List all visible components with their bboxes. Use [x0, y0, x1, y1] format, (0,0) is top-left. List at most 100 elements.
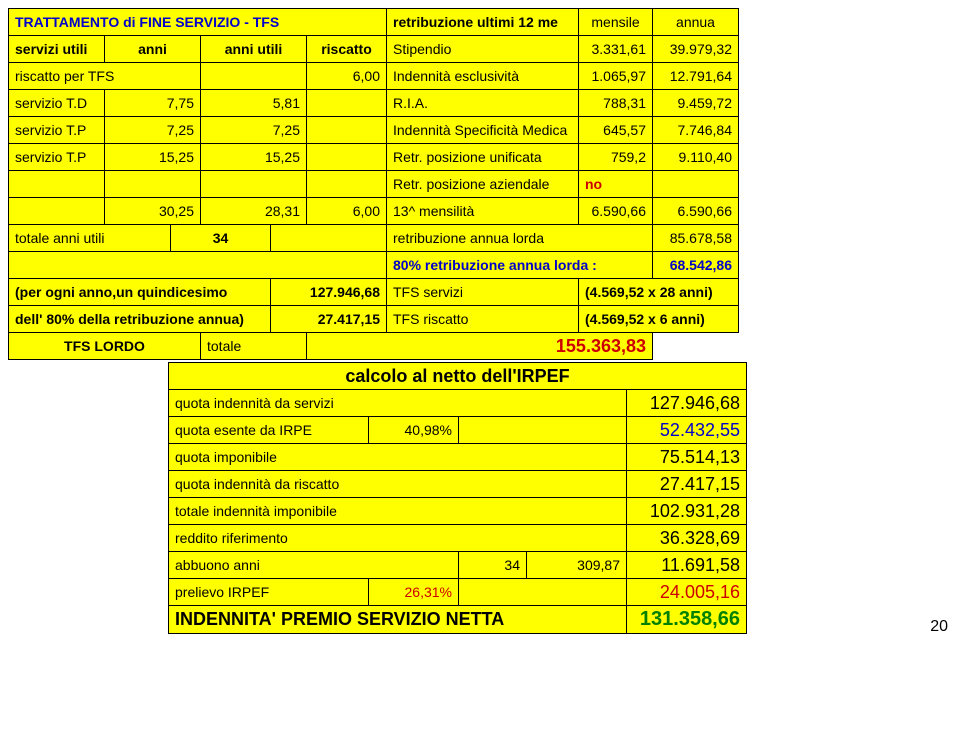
empty: [271, 225, 387, 252]
per-ogni: (per ogni anno,un quindicesimo: [9, 279, 271, 306]
ria-m: 788,31: [579, 90, 653, 117]
empty: [201, 171, 307, 198]
abbuono-v: 11.691,58: [627, 552, 747, 579]
ism-label: Indennità Specificità Medica: [387, 117, 579, 144]
tot-risc: 6,00: [307, 198, 387, 225]
ria-a: 9.459,72: [653, 90, 739, 117]
empty: [9, 252, 387, 279]
page-number: 20: [930, 618, 948, 636]
stipendio-label: Stipendio: [387, 36, 579, 63]
tfs-lordo-val: 155.363,83: [307, 333, 653, 360]
empty: [307, 171, 387, 198]
prelievo-pct: 26,31%: [369, 579, 459, 606]
col-anni-utili: anni utili: [201, 36, 307, 63]
ral80-v: 68.542,86: [653, 252, 739, 279]
servizio-p2-util: 15,25: [201, 144, 307, 171]
tot-imp-v: 102.931,28: [627, 498, 747, 525]
q-imp-v: 75.514,13: [627, 444, 747, 471]
rpu-label: Retr. posizione unificata: [387, 144, 579, 171]
ria-label: R.I.A.: [387, 90, 579, 117]
title: TRATTAMENTO di FINE SERVIZIO - TFS: [9, 9, 387, 36]
tfs-serv-note: (4.569,52 x 28 anni): [579, 279, 739, 306]
tot-util: 28,31: [201, 198, 307, 225]
servizio-p1-anni: 7,25: [105, 117, 201, 144]
tfs-risc-note: (4.569,52 x 6 anni): [579, 306, 739, 333]
tfs-serv-label: TFS servizi: [387, 279, 579, 306]
ral-label: retribuzione annua lorda: [387, 225, 653, 252]
empty: [653, 171, 739, 198]
empty: [9, 198, 105, 225]
riscatto-val: 6,00: [307, 63, 387, 90]
m13-a: 6.590,66: [653, 198, 739, 225]
mens13-label: 13^ mensilità: [387, 198, 579, 225]
tot-anni-utili-val: 34: [171, 225, 271, 252]
tfs-risc-label: TFS riscatto: [387, 306, 579, 333]
q-serv: quota indennità da servizi: [169, 390, 627, 417]
dell80: dell' 80% della retribuzione annua): [9, 306, 271, 333]
ral-v: 85.678,58: [653, 225, 739, 252]
tot-anni-utili-label: totale anni utili: [9, 225, 171, 252]
spreadsheet: TRATTAMENTO di FINE SERVIZIO - TFS retri…: [8, 8, 952, 634]
col-riscatto: riscatto: [307, 36, 387, 63]
upper-table: TRATTAMENTO di FINE SERVIZIO - TFS retri…: [8, 8, 739, 360]
empty: [653, 333, 739, 360]
tfs-lordo: TFS LORDO: [9, 333, 201, 360]
servizio-p2: servizio T.P: [9, 144, 105, 171]
empty: [105, 171, 201, 198]
servizio-p2-anni: 15,25: [105, 144, 201, 171]
retrib-header: retribuzione ultimi 12 me: [387, 9, 579, 36]
irpef-title: calcolo al netto dell'IRPEF: [169, 363, 747, 390]
dell80-val: 27.417,15: [271, 306, 387, 333]
tot-imp: totale indennità imponibile: [169, 498, 627, 525]
col-anni: anni: [105, 36, 201, 63]
reddito: reddito riferimento: [169, 525, 627, 552]
col-servizi: servizi utili: [9, 36, 105, 63]
stipendio-a: 39.979,32: [653, 36, 739, 63]
empty: [307, 90, 387, 117]
empty: [307, 117, 387, 144]
servizio-p1: servizio T.P: [9, 117, 105, 144]
ie-a: 12.791,64: [653, 63, 739, 90]
netta-v: 131.358,66: [627, 606, 747, 634]
q-esente-pct: 40,98%: [369, 417, 459, 444]
prelievo: prelievo IRPEF: [169, 579, 369, 606]
q-risc: quota indennità da riscatto: [169, 471, 627, 498]
servizio-d-util: 5,81: [201, 90, 307, 117]
lower-table: calcolo al netto dell'IRPEF quota indenn…: [168, 362, 747, 634]
riscatto-tfs: riscatto per TFS: [9, 63, 201, 90]
rpa-no: no: [579, 171, 653, 198]
abbuono-n: 34: [459, 552, 527, 579]
empty: [307, 144, 387, 171]
abbuono: abbuono anni: [169, 552, 459, 579]
empty: [459, 579, 627, 606]
empty: [459, 417, 627, 444]
totale-label: totale: [201, 333, 307, 360]
netta-label: INDENNITA' PREMIO SERVIZIO NETTA: [169, 606, 627, 634]
abbuono-q: 309,87: [527, 552, 627, 579]
tot-anni: 30,25: [105, 198, 201, 225]
q-risc-v: 27.417,15: [627, 471, 747, 498]
empty: [201, 63, 307, 90]
mensile-header: mensile: [579, 9, 653, 36]
rpu-m: 759,2: [579, 144, 653, 171]
empty: [9, 171, 105, 198]
annua-header: annua: [653, 9, 739, 36]
q-serv-v: 127.946,68: [627, 390, 747, 417]
ie-m: 1.065,97: [579, 63, 653, 90]
servizio-d-anni: 7,75: [105, 90, 201, 117]
m13-m: 6.590,66: [579, 198, 653, 225]
ism-a: 7.746,84: [653, 117, 739, 144]
servizio-p1-util: 7,25: [201, 117, 307, 144]
ral80-label: 80% retribuzione annua lorda :: [387, 252, 653, 279]
q-imp: quota imponibile: [169, 444, 627, 471]
rpu-a: 9.110,40: [653, 144, 739, 171]
ism-m: 645,57: [579, 117, 653, 144]
q-esente: quota esente da IRPE: [169, 417, 369, 444]
rpa-label: Retr. posizione aziendale: [387, 171, 579, 198]
prelievo-v: 24.005,16: [627, 579, 747, 606]
reddito-v: 36.328,69: [627, 525, 747, 552]
q-esente-v: 52.432,55: [627, 417, 747, 444]
servizio-d: servizio T.D: [9, 90, 105, 117]
inden-escl-label: Indennità esclusività: [387, 63, 579, 90]
per-ogni-val: 127.946,68: [271, 279, 387, 306]
